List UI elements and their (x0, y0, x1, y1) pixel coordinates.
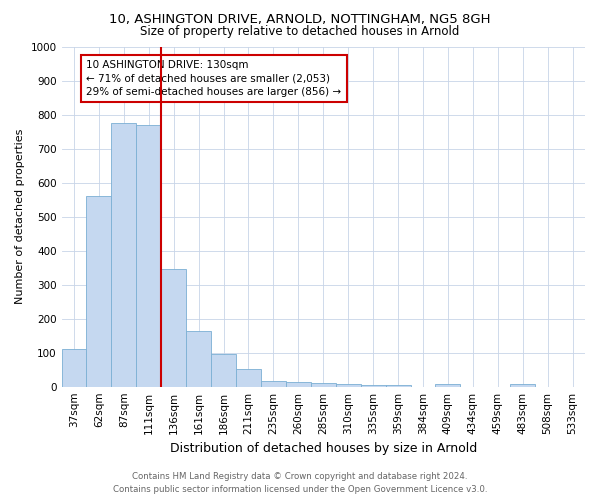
Bar (261, 380, 286, 386)
Bar (211, 354, 236, 386)
Text: Size of property relative to detached houses in Arnold: Size of property relative to detached ho… (140, 25, 460, 38)
Bar (136, 124, 161, 386)
Bar (386, 385, 410, 386)
Bar (311, 384, 336, 386)
Bar (161, 270, 186, 386)
Bar (112, 123, 136, 386)
Bar (361, 384, 386, 386)
Bar (286, 382, 311, 386)
Text: Contains HM Land Registry data © Crown copyright and database right 2024.
Contai: Contains HM Land Registry data © Crown c… (113, 472, 487, 494)
X-axis label: Distribution of detached houses by size in Arnold: Distribution of detached houses by size … (170, 442, 477, 455)
Text: 10, ASHINGTON DRIVE, ARNOLD, NOTTINGHAM, NG5 8GH: 10, ASHINGTON DRIVE, ARNOLD, NOTTINGHAM,… (109, 12, 491, 26)
Bar (436, 384, 460, 386)
Bar (510, 384, 535, 386)
Bar (336, 384, 361, 386)
Bar (86, 196, 112, 386)
Bar (62, 350, 86, 387)
Bar (186, 331, 211, 386)
Bar (236, 368, 261, 386)
Text: 10 ASHINGTON DRIVE: 130sqm
← 71% of detached houses are smaller (2,053)
29% of s: 10 ASHINGTON DRIVE: 130sqm ← 71% of deta… (86, 60, 341, 96)
Y-axis label: Number of detached properties: Number of detached properties (15, 129, 25, 304)
